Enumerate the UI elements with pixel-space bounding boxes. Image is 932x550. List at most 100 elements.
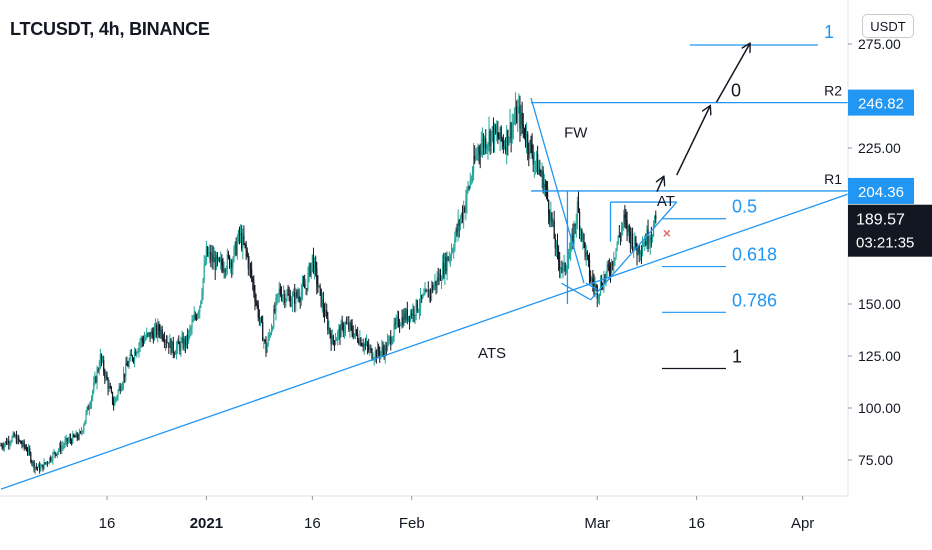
candle xyxy=(330,330,332,351)
candle-body xyxy=(493,125,496,145)
candle-body xyxy=(36,467,39,469)
candle-body xyxy=(299,299,301,301)
candle xyxy=(637,245,639,256)
candle xyxy=(379,346,381,363)
candle xyxy=(266,342,268,353)
candle-body xyxy=(93,382,95,392)
candle xyxy=(373,356,375,366)
candle-body xyxy=(187,335,189,341)
candle-body xyxy=(346,322,348,324)
price-unit-badge[interactable]: USDT xyxy=(862,14,914,38)
candle xyxy=(489,128,491,155)
candle-body xyxy=(578,212,581,231)
candle xyxy=(34,466,36,475)
candle xyxy=(177,338,179,354)
candle xyxy=(87,404,89,411)
candle-body xyxy=(82,430,84,432)
candle xyxy=(442,254,444,281)
candle xyxy=(308,262,310,283)
candle-body xyxy=(304,284,306,289)
candle-body xyxy=(359,338,361,344)
candle-body xyxy=(130,354,132,356)
candle-body xyxy=(363,344,365,348)
candle-body xyxy=(216,254,219,260)
candle xyxy=(272,325,274,332)
candle-body xyxy=(96,369,98,383)
candle-body xyxy=(364,344,366,346)
candle xyxy=(499,126,501,152)
candle-body xyxy=(119,386,121,391)
candle xyxy=(538,160,540,176)
candle xyxy=(211,245,213,269)
candle-body xyxy=(509,122,511,139)
candle xyxy=(189,324,191,339)
candle-body xyxy=(116,396,118,399)
ascending-trendline xyxy=(0,193,850,490)
candle-body xyxy=(478,147,480,152)
candle xyxy=(348,316,350,332)
cross-marker xyxy=(663,229,671,237)
candle-body xyxy=(362,345,364,348)
candle-body xyxy=(77,437,79,439)
candle-body xyxy=(565,269,567,272)
candle xyxy=(71,438,73,446)
candle xyxy=(497,120,499,144)
candle xyxy=(569,242,571,259)
candle xyxy=(234,241,236,257)
candle xyxy=(134,347,136,368)
candle-body xyxy=(618,235,620,237)
candle xyxy=(376,341,379,358)
candle xyxy=(406,301,408,325)
candle xyxy=(152,327,154,344)
current-price-label: 189.57 xyxy=(856,212,905,229)
candle xyxy=(319,283,321,296)
candle xyxy=(560,267,562,279)
candle xyxy=(325,301,327,317)
candle-body xyxy=(184,338,186,346)
candle-body xyxy=(13,433,15,437)
candle-body xyxy=(90,396,93,405)
candle-body xyxy=(246,250,248,256)
candle-body xyxy=(323,310,326,316)
candle-body xyxy=(135,351,137,356)
candle xyxy=(370,344,372,354)
candle xyxy=(508,136,510,146)
candle-body xyxy=(302,283,305,285)
candle-body xyxy=(64,440,66,446)
candle xyxy=(306,287,308,296)
candle xyxy=(522,113,524,139)
candle-body xyxy=(114,399,116,406)
candle xyxy=(90,395,93,410)
candle-body xyxy=(285,299,287,303)
candle xyxy=(509,108,511,143)
candle xyxy=(612,260,614,271)
candle-body xyxy=(269,334,272,336)
candle-body xyxy=(438,273,440,282)
candle-body xyxy=(279,288,281,295)
candle xyxy=(288,286,290,302)
candle-body xyxy=(97,369,99,371)
candle-body xyxy=(459,219,461,226)
candle-body xyxy=(422,295,424,299)
candle-body xyxy=(571,233,573,243)
candle xyxy=(168,342,170,354)
candle xyxy=(247,252,249,276)
candle xyxy=(304,274,306,289)
candle xyxy=(512,113,514,140)
candle xyxy=(608,258,610,280)
candle-body xyxy=(159,330,161,334)
candle xyxy=(22,439,24,448)
time-tick-label: 16 xyxy=(304,515,321,532)
candle xyxy=(615,248,617,260)
candle xyxy=(401,309,403,329)
candle-body xyxy=(616,243,618,249)
candle-body xyxy=(270,329,273,335)
candle-body xyxy=(1,445,3,447)
price-tick-label: 275.00 xyxy=(858,36,901,52)
candle xyxy=(106,371,108,381)
candle-body xyxy=(452,251,454,253)
candle-body xyxy=(15,435,18,443)
candle-body xyxy=(447,256,449,261)
candle xyxy=(429,288,432,303)
